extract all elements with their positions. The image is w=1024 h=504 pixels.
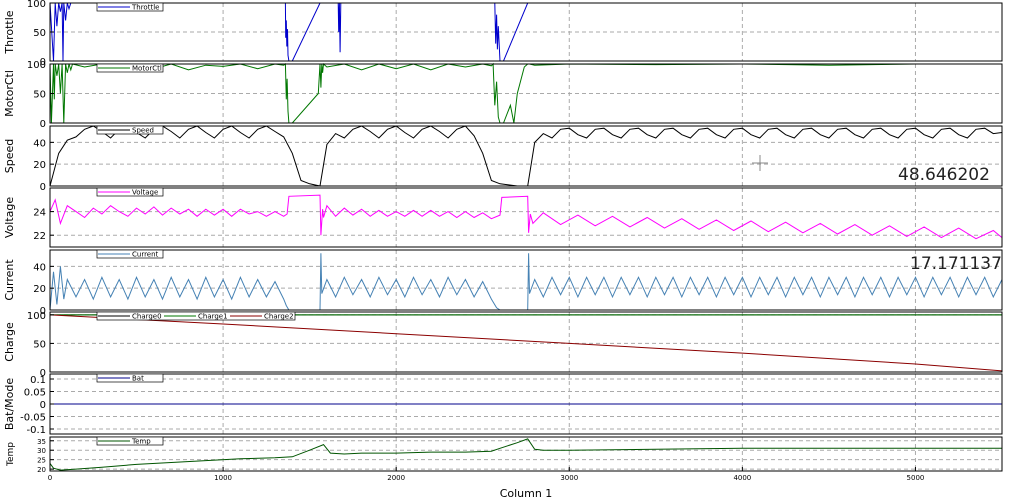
y-axis-label: Charge [3,322,16,362]
series-line-voltage [49,194,1003,240]
y-tick-label: 40 [33,138,46,149]
x-tick-label: 3000 [560,474,578,482]
legend-entry: Current [132,251,159,259]
y-tick-label: 25 [37,457,46,465]
series-line-charge2 [49,314,1003,372]
panel-frame [49,187,1003,248]
panel-frame [49,436,1003,472]
y-tick-label: 100 [27,0,46,10]
y-axis-label: Temp [6,442,16,467]
y-tick-label: 20 [33,284,46,295]
panel-frame [49,311,1003,373]
y-tick-label: 0 [40,400,46,411]
y-axis-label: MotorCtl [3,70,16,117]
y-tick-label: 40 [33,262,46,273]
y-tick-label: 0 [40,368,46,379]
x-axis-label: Column 1 [500,487,553,500]
y-tick-label: -0.05 [20,413,46,424]
x-tick-label: 2000 [387,474,405,482]
legend-entry: Temp [131,438,151,446]
legend-entry: MotorCtl [132,65,162,73]
y-tick-label: 30 [37,447,46,455]
series-line-current [49,253,1003,311]
y-axis-label: Speed [3,139,16,173]
y-tick-label: 0 [40,119,46,130]
x-tick-label: 4000 [733,474,751,482]
legend-entry: Speed [132,127,154,135]
y-tick-label: 50 [33,339,46,350]
x-tick-label: 0 [48,474,52,482]
legend-entry: Charge1 [198,313,228,321]
y-tick-label: 22 [33,231,46,242]
legend-entry: Bat [132,375,144,383]
y-tick-label: 24 [33,208,46,219]
y-tick-label: -0.1 [26,425,46,436]
panel-frame [49,125,1003,187]
legend-entry: Charge0 [132,313,162,321]
y-tick-label: 0 [40,306,46,317]
legend-entry: Voltage [132,189,158,197]
y-tick-label: 100 [27,311,46,322]
y-axis-label: Throttle [3,10,16,54]
series-line-speed [49,125,1003,187]
y-axis-label: Voltage [3,197,16,238]
y-tick-label: 35 [37,438,46,446]
y-tick-label: 0 [40,182,46,193]
y-tick-label: 100 [27,60,46,71]
y-tick-label: 0 [40,57,46,68]
y-tick-label: 20 [33,160,46,171]
series-line-temp [49,438,1002,471]
panel-frame [49,249,1003,311]
speed-readout: 48.646202 [898,165,990,185]
y-tick-label: 0.05 [24,388,46,399]
legend-entry: Charge2 [264,313,294,321]
y-axis-label: Current [3,259,16,301]
y-tick-label: 50 [33,90,46,101]
y-tick-label: 50 [33,28,46,39]
y-tick-label: 0.1 [30,375,46,386]
legend-entry: Throttle [131,4,159,12]
y-tick-label: 20 [37,466,46,474]
x-tick-label: 1000 [214,474,232,482]
series-line-throttle [49,2,1002,62]
current-readout: 17.171137 [910,254,1002,274]
x-tick-label: 5000 [907,474,925,482]
series-line-motorctl [49,62,1002,124]
y-axis-label: Bat/Mode [3,378,16,431]
